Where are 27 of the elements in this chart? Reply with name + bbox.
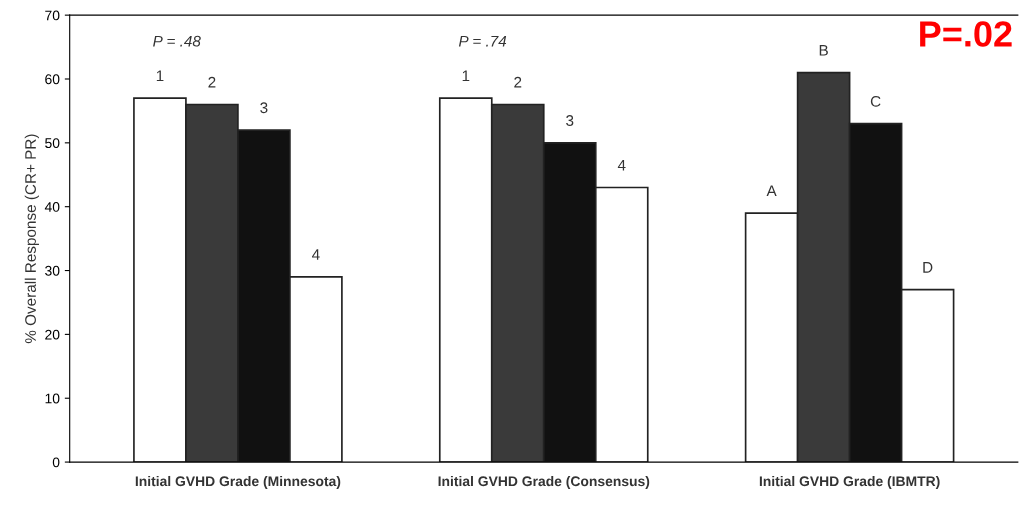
y-tick-label: 10 <box>45 393 60 404</box>
annotation: P = .48 <box>153 35 201 47</box>
y-tick-label: 40 <box>44 202 60 212</box>
annotation: B <box>819 45 828 56</box>
annotation: A <box>766 185 777 197</box>
x-tick-label: Initial GVHD Grade (IBMTR) <box>759 475 940 489</box>
x-tick-label: Initial GVHD Grade (Consensus) <box>438 475 650 489</box>
annotation: 3 <box>566 115 574 126</box>
y-tick-label: 0 <box>52 457 60 468</box>
y-tick-label: 60 <box>45 74 60 85</box>
annotation: 2 <box>208 76 216 88</box>
annotation: 4 <box>617 159 626 171</box>
x-tick-label: Initial GVHD Grade (Minnesota) <box>135 475 341 489</box>
y-axis-title: % Overall Response (CR+ PR) <box>24 134 39 344</box>
y-tick-label: 70 <box>45 10 60 21</box>
annotation: 4 <box>312 249 320 260</box>
y-tick-label: 30 <box>45 265 60 276</box>
annotation: 3 <box>260 102 268 114</box>
annotation: 2 <box>514 76 522 88</box>
annotation: 1 <box>156 70 164 82</box>
annotation: D <box>923 262 933 273</box>
annotation: 1 <box>462 70 470 82</box>
annotation: C <box>870 95 881 107</box>
y-tick-label: 50 <box>45 138 60 149</box>
annotation: P = .74 <box>458 35 507 47</box>
annotation: P=.02 <box>920 21 1012 47</box>
y-tick-label: 20 <box>45 329 60 340</box>
